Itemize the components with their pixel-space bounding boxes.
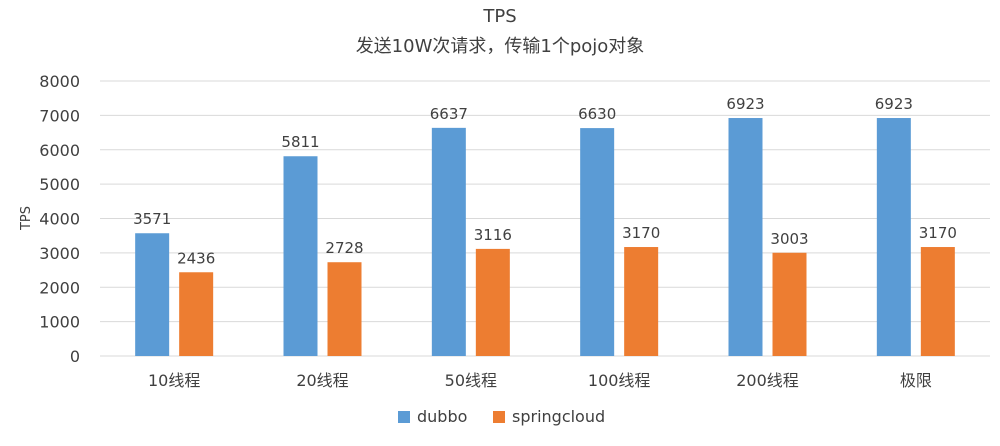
y-axis-label: TPS — [19, 206, 34, 231]
bar-dubbo — [283, 156, 318, 356]
y-tick-label: 6000 — [39, 141, 80, 160]
x-tick-label: 200线程 — [736, 371, 799, 390]
data-labels: 3571 2436 5811 2728 6637 3116 6630 3170 6923 3003… — [133, 95, 957, 267]
bar-dubbo — [431, 127, 466, 357]
bar-springcloud — [475, 248, 510, 356]
bar-springcloud — [772, 252, 807, 356]
x-axis-ticks: 10线程 20线程 50线程 100线程 200线程 极限 — [148, 371, 932, 390]
bar-springcloud — [327, 262, 362, 356]
y-tick-label: 1000 — [39, 313, 80, 332]
legend-label: dubbo — [417, 407, 467, 426]
y-axis-ticks: 0 1000 2000 3000 4000 5000 6000 7000 8000 — [39, 72, 80, 366]
bars — [135, 118, 955, 357]
y-tick-label: 4000 — [39, 210, 80, 229]
bar-dubbo — [135, 233, 170, 356]
data-label: 3170 — [919, 224, 957, 242]
x-tick-label: 50线程 — [445, 371, 497, 390]
bar-springcloud — [920, 247, 955, 356]
chart-title: TPS — [482, 6, 516, 27]
y-tick-label: 0 — [70, 347, 80, 366]
bar-dubbo — [580, 128, 615, 356]
y-tick-label: 2000 — [39, 278, 80, 297]
gridlines — [100, 80, 990, 357]
data-label: 6923 — [875, 95, 913, 113]
data-label: 5811 — [281, 133, 319, 151]
data-label: 3116 — [474, 226, 512, 244]
bar-dubbo — [728, 118, 763, 356]
data-label: 2728 — [325, 239, 363, 257]
x-tick-label: 极限 — [900, 371, 932, 390]
legend-label: springcloud — [512, 407, 605, 426]
x-tick-label: 10线程 — [148, 371, 200, 390]
data-label: 6637 — [430, 105, 468, 123]
x-tick-label: 20线程 — [296, 371, 348, 390]
data-label: 2436 — [177, 249, 215, 267]
bar-dubbo — [876, 118, 911, 356]
data-label: 3003 — [770, 230, 808, 248]
legend-swatch-dubbo — [398, 411, 410, 423]
data-label: 6630 — [578, 105, 616, 123]
data-label: 3571 — [133, 210, 171, 228]
y-tick-label: 8000 — [39, 72, 80, 91]
data-label: 3170 — [622, 224, 660, 242]
legend-swatch-springcloud — [493, 411, 505, 423]
data-label: 6923 — [726, 95, 764, 113]
bar-springcloud — [179, 272, 214, 356]
chart-subtitle: 发送10W次请求，传输1个pojo对象 — [356, 36, 645, 57]
y-tick-label: 3000 — [39, 244, 80, 263]
y-tick-label: 5000 — [39, 175, 80, 194]
bar-springcloud — [624, 247, 659, 356]
y-tick-label: 7000 — [39, 106, 80, 125]
x-tick-label: 100线程 — [588, 371, 651, 390]
legend: dubbo springcloud — [398, 407, 605, 426]
